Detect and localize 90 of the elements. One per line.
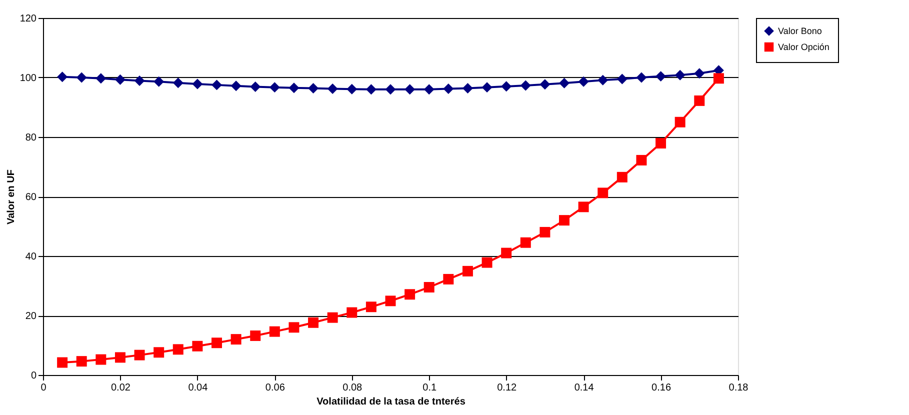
y-tick-label: 0 xyxy=(30,370,37,382)
point xyxy=(462,266,473,276)
point xyxy=(520,237,531,248)
y-tick-label: 100 xyxy=(20,73,37,84)
x-tick-label: 0.14 xyxy=(574,382,594,394)
point xyxy=(462,82,473,94)
point xyxy=(346,84,358,94)
point xyxy=(230,80,242,92)
point xyxy=(501,81,512,92)
point xyxy=(76,356,87,367)
point xyxy=(385,84,396,95)
point xyxy=(559,215,570,226)
point xyxy=(366,84,376,95)
y-tick-label: 80 xyxy=(25,132,37,144)
point xyxy=(674,70,686,80)
point xyxy=(482,82,492,93)
point xyxy=(192,340,203,352)
point xyxy=(366,302,376,312)
point xyxy=(250,330,261,341)
point xyxy=(616,74,628,84)
point xyxy=(114,74,126,85)
point xyxy=(308,82,319,94)
point xyxy=(172,344,184,355)
point xyxy=(346,307,358,318)
y-tick-label: 60 xyxy=(25,192,37,203)
point xyxy=(308,317,319,328)
x-axis-title: Volatilidad de la tasa de tnterés xyxy=(316,396,466,408)
y-axis-title: Valor en UF xyxy=(6,169,17,225)
point xyxy=(154,76,164,87)
x-tick-label: 0 xyxy=(40,382,47,394)
point xyxy=(520,80,531,91)
point xyxy=(57,357,68,368)
point xyxy=(578,202,589,212)
point xyxy=(636,72,647,83)
point xyxy=(636,154,647,166)
point xyxy=(212,338,222,348)
point xyxy=(327,312,338,323)
x-tick-label: 0.06 xyxy=(265,382,286,394)
x-tick-label: 0.02 xyxy=(110,382,131,394)
point xyxy=(172,78,184,88)
point xyxy=(713,73,724,84)
point xyxy=(540,79,550,90)
point xyxy=(154,347,164,358)
point xyxy=(134,350,145,360)
legend-label: Valor Opción xyxy=(778,42,830,52)
point xyxy=(134,76,145,86)
point xyxy=(656,138,666,148)
point xyxy=(404,84,416,95)
point xyxy=(76,72,87,83)
point xyxy=(212,80,222,90)
point xyxy=(578,76,589,87)
point xyxy=(424,282,434,292)
x-tick-label: 0.12 xyxy=(497,382,517,394)
point xyxy=(443,274,454,284)
point xyxy=(404,289,416,300)
point xyxy=(269,82,280,93)
point xyxy=(674,116,686,128)
point xyxy=(616,172,628,182)
point xyxy=(269,326,280,337)
point xyxy=(598,74,608,86)
point xyxy=(288,82,300,94)
point xyxy=(694,68,705,79)
point xyxy=(540,226,550,238)
point xyxy=(482,257,492,268)
point xyxy=(501,248,512,258)
point xyxy=(598,188,608,198)
point xyxy=(559,78,570,88)
point xyxy=(424,84,434,95)
point xyxy=(96,73,106,84)
point xyxy=(114,352,126,363)
y-tick-label: 120 xyxy=(20,14,37,24)
point xyxy=(288,322,300,333)
point xyxy=(192,78,203,90)
point xyxy=(250,81,261,92)
point xyxy=(656,71,666,82)
legend-label: Valor Bono xyxy=(778,26,822,36)
point xyxy=(57,72,68,82)
point xyxy=(96,354,106,365)
y-tick-label: 40 xyxy=(25,252,37,262)
point xyxy=(694,95,705,106)
point xyxy=(230,334,242,345)
x-tick-label: 0.16 xyxy=(652,382,672,394)
point xyxy=(385,296,396,306)
point xyxy=(327,84,338,94)
x-tick-label: 0.04 xyxy=(188,382,208,394)
x-tick-label: 0.1 xyxy=(422,382,437,394)
x-tick-label: 0.18 xyxy=(728,382,749,394)
point xyxy=(443,84,454,94)
x-tick-label: 0.08 xyxy=(342,382,363,394)
y-tick-label: 20 xyxy=(25,311,37,322)
